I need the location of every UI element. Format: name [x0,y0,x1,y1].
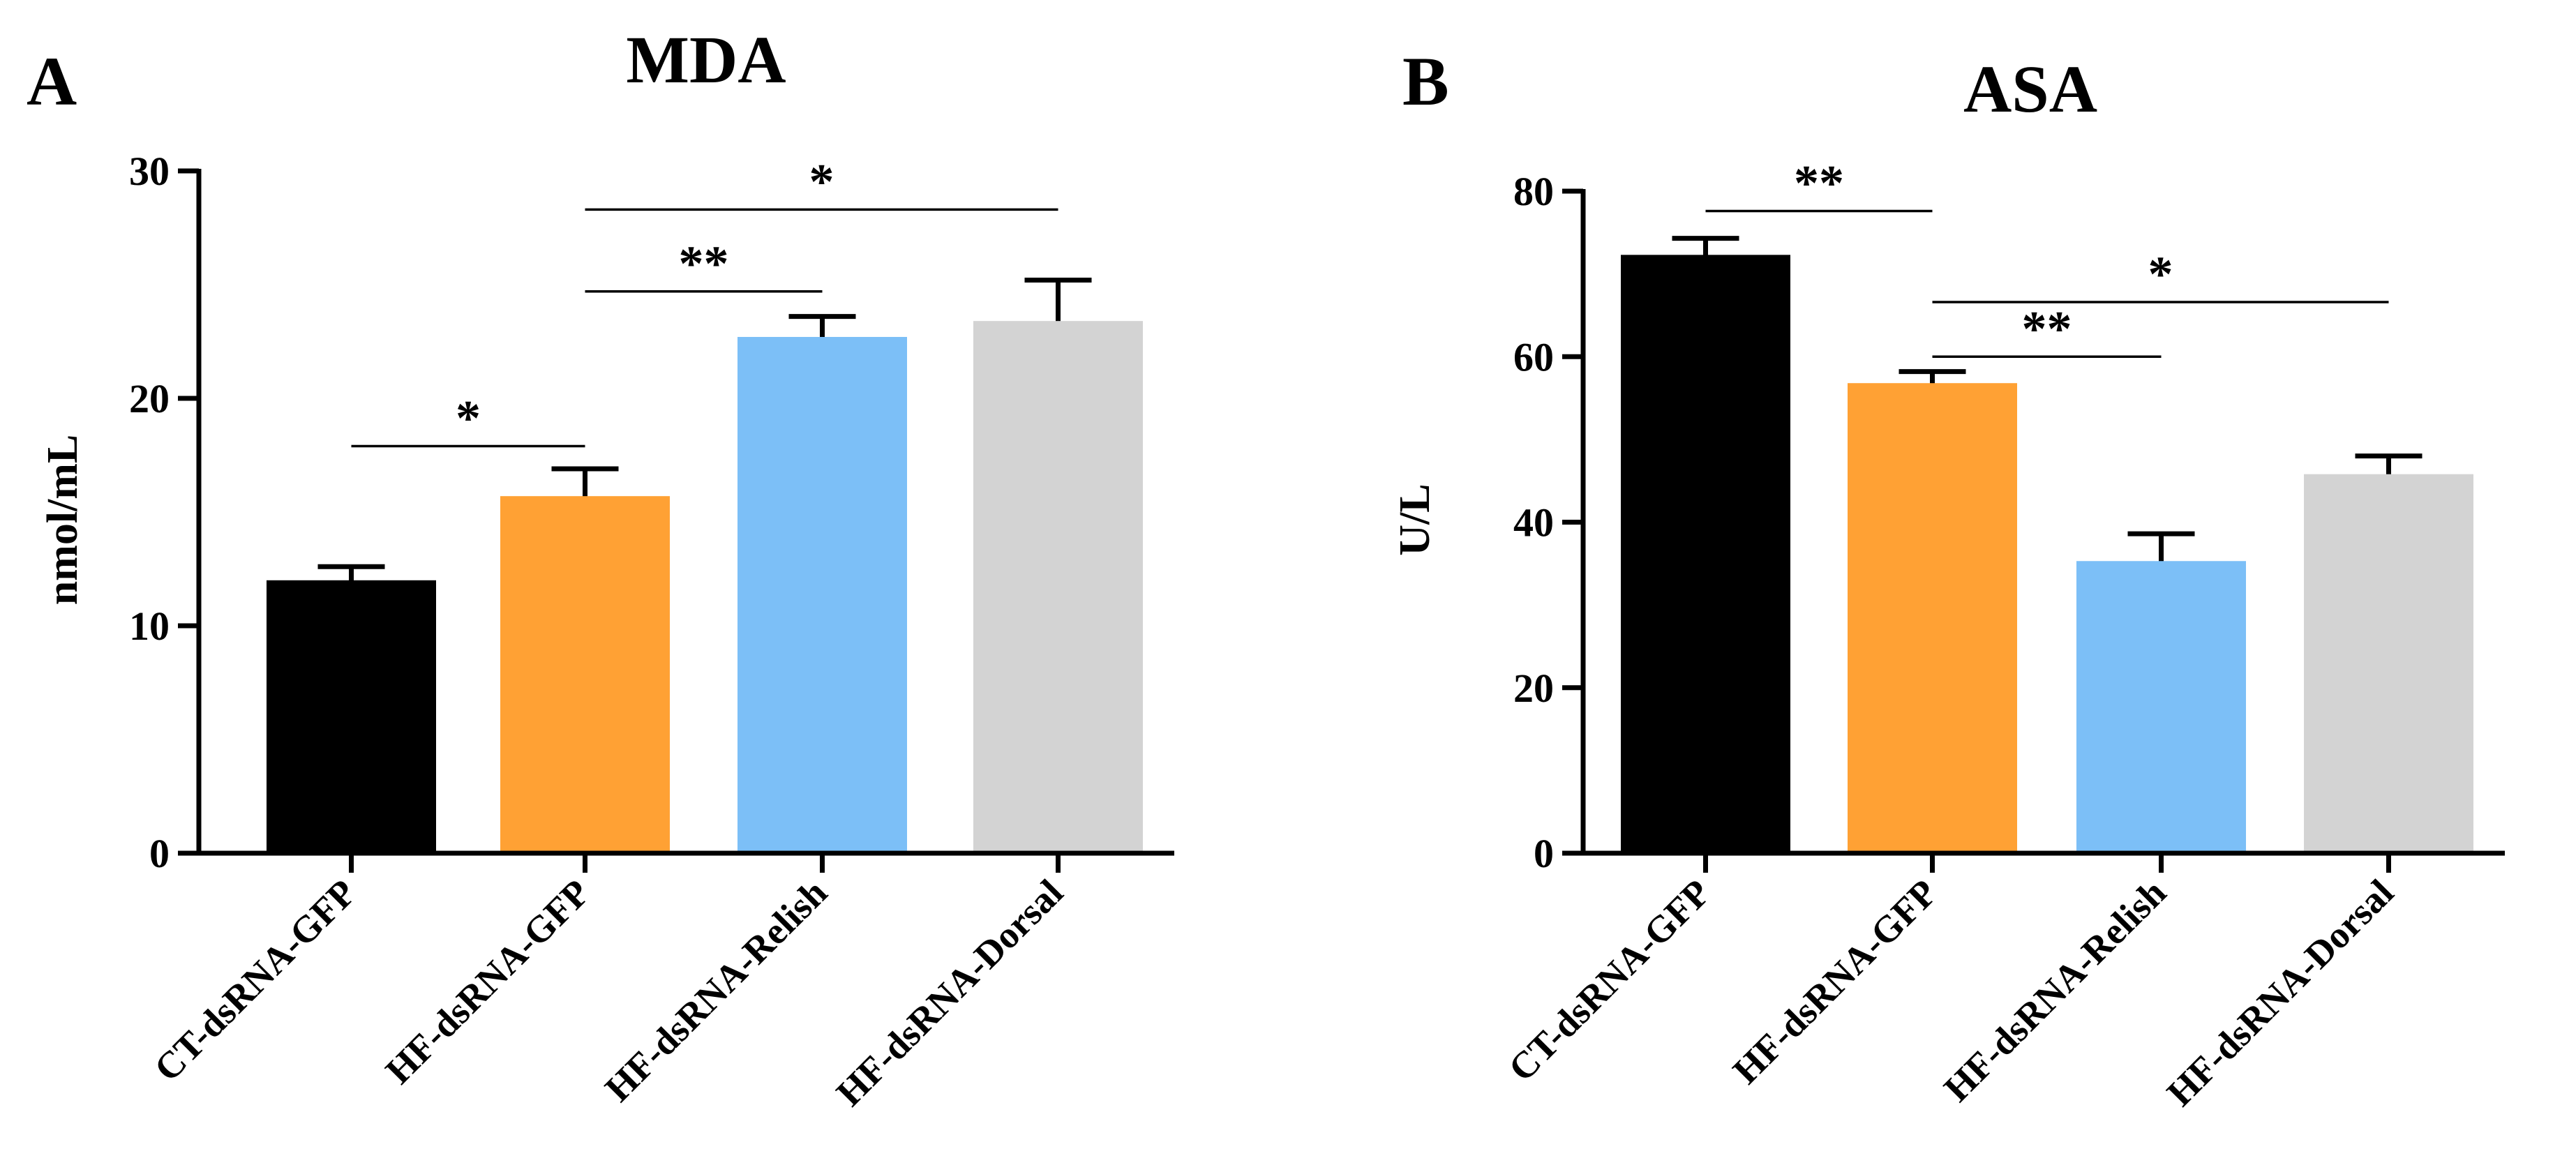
y-tick-label: 20 [129,376,170,421]
chart-panel-b: B ASA U/L 0 20 40 60 80 CT-dsRNA-GFP HF-dsRNA-GFP… [1391,43,2505,1114]
y-axis-label: U/L [1391,483,1439,555]
significance-star: * [456,390,481,446]
bar [267,580,436,853]
significance-star: * [2148,246,2173,302]
y-tick-label: 0 [1534,831,1554,876]
chart-panel-a: A MDA nmol/mL 0 10 20 30 CT-dsRNA-GFP HF-dsRNA-G… [27,22,1174,1114]
x-tick-label: HF-dsRNA-Relish [1935,871,2174,1110]
panel-letter: A [27,43,77,120]
significance-star: * [809,153,834,209]
x-tick-label: HF-dsRNA-Dorsal [2159,871,2402,1114]
bar [1848,383,2017,853]
y-tick-label: 10 [129,603,170,649]
x-tick-label: CT-dsRNA-GFP [1500,871,1718,1090]
x-tick-label: HF-dsRNA-GFP [377,871,598,1092]
panel-letter: B [1402,43,1449,120]
y-tick-label: 0 [149,831,170,876]
bar [973,321,1143,853]
significance-star: ** [1794,155,1844,211]
chart-title: ASA [1963,52,2097,126]
x-tick-label: HF-dsRNA-Relish [597,871,835,1110]
y-tick-label: 20 [1513,666,1554,711]
bar [737,336,907,854]
significance-star: ** [2022,301,2072,356]
x-tick-label: CT-dsRNA-GFP [146,871,364,1090]
bar [2304,474,2473,853]
x-tick-label: HF-dsRNA-Dorsal [828,871,1071,1114]
y-tick-label: 60 [1513,334,1554,380]
y-axis-label: nmol/mL [39,435,87,606]
bar [2076,561,2246,853]
chart-title: MDA [626,22,786,97]
y-tick-label: 40 [1513,500,1554,546]
y-tick-label: 80 [1513,169,1554,214]
x-tick-label: HF-dsRNA-GFP [1725,871,1945,1092]
significance-star: ** [679,236,729,292]
y-tick-label: 30 [129,149,170,194]
bar [500,496,670,853]
bar [1621,255,1790,853]
